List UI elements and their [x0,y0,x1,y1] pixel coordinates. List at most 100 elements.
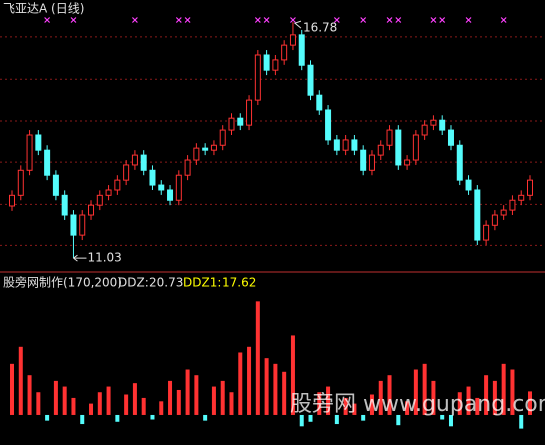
candle-body [483,224,490,241]
indicator-bar [528,391,532,415]
candle-body [228,117,235,131]
indicator-bar [71,397,76,415]
signal-marker [263,17,270,23]
signal-marker [500,17,507,23]
candle-body [360,149,367,171]
indicator-bar [238,352,243,415]
candle-body [263,54,270,71]
candle-body [421,124,428,136]
candle-body [70,214,77,236]
indicator-bar [484,375,489,415]
indicator-bar [18,346,23,415]
indicator-bar [396,414,401,426]
candle-body [298,34,305,66]
watermark: 股旁网 www.gupang.com [290,392,545,417]
indicator-bar [10,363,14,415]
candle-body [289,34,296,46]
signal-marker [184,17,191,23]
indicator-bar [326,386,331,415]
indicator-bar [308,414,313,422]
candle-body [509,199,516,211]
candle-body [35,134,42,151]
candle-body [456,144,463,181]
candle-body [88,204,95,216]
signal-marker [131,17,138,23]
indicator-bar [168,380,173,415]
indicator-bar [185,369,190,415]
candle-body [439,119,446,131]
indicator-bar [53,380,58,415]
candle-body [325,109,332,141]
indicator-bar [466,386,471,415]
candle-body [333,139,340,151]
candle-body [26,134,33,171]
candle-body [44,149,51,176]
indicator-bar [440,414,445,420]
candle-body [342,139,349,151]
indicator-bar [220,380,225,415]
candle-body [52,174,59,196]
candle-body [272,59,279,71]
candle-body [377,144,384,156]
indicator-bar [176,389,181,415]
signal-marker [465,17,472,23]
indicator-bar [519,414,524,429]
indicator-bar [27,375,32,415]
candle-body [140,154,147,171]
indicator-bar [299,414,304,427]
high-label: 16.78 [303,21,337,35]
indicator-bar [334,414,339,425]
candle-body [219,129,226,146]
indicator-bar [150,414,155,420]
indicator-bar [264,358,269,415]
legend-value: 17.62 [222,276,256,290]
candle-body [175,174,182,201]
signal-marker [254,17,261,23]
candle-body [246,99,253,126]
candle-body [351,139,358,151]
candle-body [404,159,411,166]
legend-label: DDZ: [118,276,149,290]
candle-body [500,209,507,216]
legend-label: DDZ1: [183,276,221,290]
candle-body [254,54,261,101]
candle-body [184,159,191,176]
indicator-bar [387,375,392,415]
candle-body [210,144,217,151]
indicator-bar [343,397,348,415]
candle-body [105,189,112,196]
candle-body [167,189,174,201]
indicator-bar [247,346,252,415]
indicator-bar [475,397,480,415]
indicator-title: 股旁网制作(170,200) [3,275,122,290]
indicator-bar [413,369,418,415]
signal-marker [70,17,77,23]
indicator-bar [369,394,374,415]
legend-value: 20.73 [149,276,183,290]
indicator-bar [159,401,164,415]
indicator-bar [255,301,260,415]
signal-marker [430,17,437,23]
candle-body [114,179,121,191]
candle-body [518,194,525,201]
indicator-bar [106,386,111,415]
candle-body [9,194,15,207]
chart-title: 飞亚达A (日线) [3,2,84,16]
candle-body [149,169,156,186]
candle-body [17,169,24,196]
candle-body [412,134,419,161]
indicator-bar [211,386,216,415]
signal-marker [333,17,340,23]
indicator-bar [422,363,427,415]
indicator-bar [448,414,453,427]
indicator-bar [290,335,295,415]
candle-body [474,189,481,241]
candle-body [430,119,437,126]
candle-body [307,64,314,96]
candle-body [158,184,165,191]
candle-body [527,179,533,196]
indicator-bar [361,414,366,421]
indicator-bar [36,392,41,415]
low-pointer [73,254,87,262]
indicator-bar [229,392,234,415]
